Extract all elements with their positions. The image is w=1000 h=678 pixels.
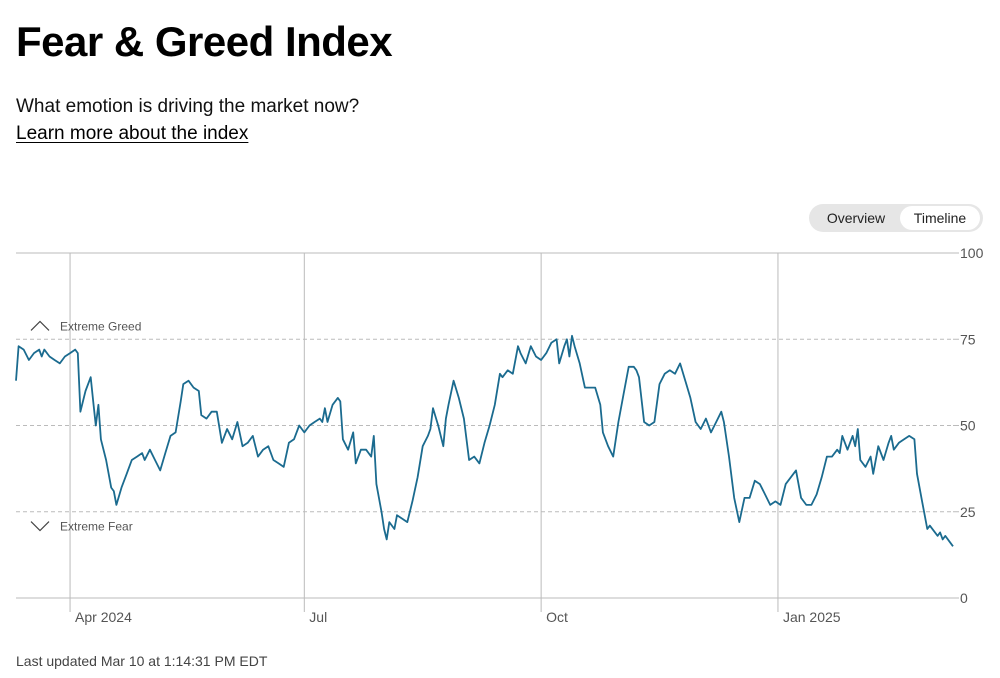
y-tick-label: 75	[960, 331, 976, 347]
annotation-label: Extreme Greed	[60, 319, 141, 333]
page-title: Fear & Greed Index	[16, 18, 393, 65]
x-tick-label: Apr 2024	[75, 609, 132, 625]
last-updated-text: Last updated Mar 10 at 1:14:31 PM EDT	[16, 653, 268, 669]
annotation-label: Extreme Fear	[60, 520, 133, 534]
chevron-up-icon	[30, 320, 50, 331]
y-tick-label: 0	[960, 590, 968, 606]
fear-greed-timeline-chart: 0 25 50 75 100 Apr 2024 Jul Oct Jan 2025 Extreme …	[15, 245, 984, 625]
learn-more-link[interactable]: Learn more about the index	[16, 123, 249, 144]
x-tick-label: Oct	[546, 609, 568, 625]
chevron-down-icon	[30, 521, 50, 532]
timeline-button[interactable]: Timeline	[900, 206, 980, 230]
y-tick-label: 50	[960, 418, 976, 434]
y-tick-label: 100	[960, 245, 984, 261]
fear-greed-series-line	[15, 334, 954, 547]
x-tick-label: Jul	[309, 609, 327, 625]
page-subtitle: What emotion is driving the market now?	[16, 96, 360, 117]
x-tick-label: Jan 2025	[783, 609, 841, 625]
y-tick-label: 25	[960, 504, 976, 520]
overview-button[interactable]: Overview	[826, 210, 886, 226]
view-toggle: Overview Timeline	[809, 204, 983, 232]
